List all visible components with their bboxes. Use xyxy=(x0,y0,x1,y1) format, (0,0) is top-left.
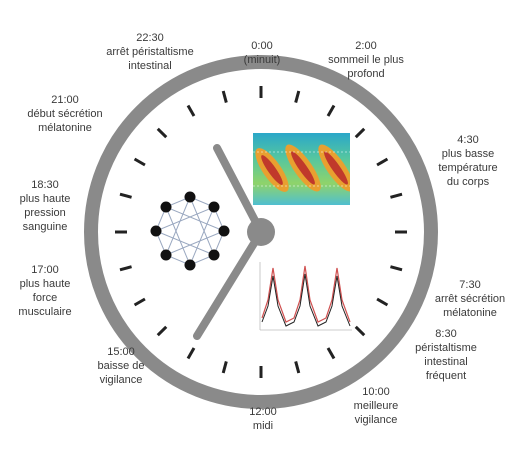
time-label: 22:30 arrêt péristaltisme intestinal xyxy=(106,32,193,72)
label-description: température xyxy=(438,162,497,174)
label-description: musculaire xyxy=(18,306,71,318)
label-time: 15:00 xyxy=(107,346,135,358)
time-label: 21:00 début sécrétion mélatonine xyxy=(27,94,102,134)
network-node xyxy=(150,225,162,237)
hour-tick xyxy=(221,90,228,103)
label-time: 17:00 xyxy=(31,264,59,276)
hour-tick xyxy=(354,325,366,337)
label-time: 12:00 xyxy=(249,406,277,418)
label-time: 22:30 xyxy=(136,32,164,44)
heatmap-band xyxy=(291,151,315,185)
hour-tick xyxy=(133,297,146,307)
label-description: arrêt sécrétion xyxy=(435,293,505,305)
heatmap-band xyxy=(324,151,348,185)
time-label: 8:30 péristaltisme intestinal fréquent xyxy=(415,328,477,382)
hour-tick xyxy=(133,157,146,167)
time-label: 17:00 plus haute force musculaire xyxy=(18,264,71,318)
time-label: 7:30 arrêt sécrétion mélatonine xyxy=(435,279,505,319)
heatmap-band xyxy=(261,155,283,185)
hour-tick xyxy=(390,265,403,272)
time-label: 15:00 baisse de vigilance xyxy=(97,346,144,386)
network-node xyxy=(160,201,172,213)
time-label: 0:00 (minuit) xyxy=(244,40,281,66)
clock-center xyxy=(247,218,275,246)
label-time: 18:30 xyxy=(31,179,59,191)
label-description: plus basse xyxy=(442,148,495,160)
waveform-line xyxy=(261,273,351,327)
time-label: 2:00 sommeil le plus profond xyxy=(328,40,404,80)
hour-tick xyxy=(326,104,336,117)
label-description: profond xyxy=(347,68,384,80)
hour-tick xyxy=(119,192,132,199)
label-description: arrêt péristaltisme xyxy=(106,46,193,58)
time-labels: 22:30 arrêt péristaltisme intestinal 0:00 (m… xyxy=(18,32,505,432)
label-time: 21:00 xyxy=(51,94,79,106)
clock-ring xyxy=(84,55,438,409)
label-description: mélatonine xyxy=(38,122,92,134)
waveform-line xyxy=(261,265,351,323)
label-description: début sécrétion xyxy=(27,108,102,120)
hour-tick xyxy=(186,347,196,360)
minute-hand xyxy=(193,228,265,340)
label-description: force xyxy=(33,292,57,304)
hour-tick xyxy=(294,90,301,103)
label-time: 0:00 xyxy=(251,40,272,52)
label-description: meilleure xyxy=(354,400,399,412)
hour-tick xyxy=(186,104,196,117)
hour-tick xyxy=(376,157,389,167)
label-description: (minuit) xyxy=(244,54,281,66)
label-time: 8:30 xyxy=(435,328,456,340)
network-node xyxy=(208,201,220,213)
label-time: 4:30 xyxy=(457,134,478,146)
hour-tick xyxy=(156,127,168,139)
hour-hand xyxy=(213,144,265,236)
network-node xyxy=(184,259,196,271)
network-node xyxy=(160,249,172,261)
label-description: fréquent xyxy=(426,370,466,382)
network-nodes xyxy=(150,191,230,271)
time-label: 4:30 plus basse température du corps xyxy=(438,134,497,188)
hour-ticks xyxy=(115,86,407,378)
label-time: 7:30 xyxy=(459,279,480,291)
label-description: sanguine xyxy=(23,221,68,233)
hour-tick xyxy=(390,192,403,199)
hour-tick xyxy=(221,361,228,374)
label-description: du corps xyxy=(447,176,490,188)
label-description: intestinal xyxy=(424,356,467,368)
heatmap-inset xyxy=(253,133,350,205)
hour-tick xyxy=(119,265,132,272)
label-description: vigilance xyxy=(100,374,143,386)
hour-tick xyxy=(294,361,301,374)
label-description: intestinal xyxy=(128,60,171,72)
label-description: vigilance xyxy=(355,414,398,426)
label-description: pression xyxy=(24,207,66,219)
hour-tick xyxy=(354,127,366,139)
label-description: sommeil le plus xyxy=(328,54,404,66)
time-label: 12:00 midi xyxy=(249,406,277,432)
waveform-inset xyxy=(259,262,352,331)
label-description: mélatonine xyxy=(443,307,497,319)
label-time: 2:00 xyxy=(355,40,376,52)
time-label: 18:30 plus haute pression sanguine xyxy=(20,179,71,233)
hour-tick xyxy=(156,325,168,337)
label-description: plus haute xyxy=(20,278,71,290)
hour-tick xyxy=(376,297,389,307)
label-description: plus haute xyxy=(20,193,71,205)
label-description: midi xyxy=(253,420,273,432)
hour-tick xyxy=(326,347,336,360)
label-description: péristaltisme xyxy=(415,342,477,354)
network-node xyxy=(184,191,196,203)
network-node xyxy=(208,249,220,261)
network-node xyxy=(218,225,230,237)
label-description: baisse de xyxy=(97,360,144,372)
time-label: 10:00 meilleure vigilance xyxy=(354,386,399,426)
label-time: 10:00 xyxy=(362,386,390,398)
